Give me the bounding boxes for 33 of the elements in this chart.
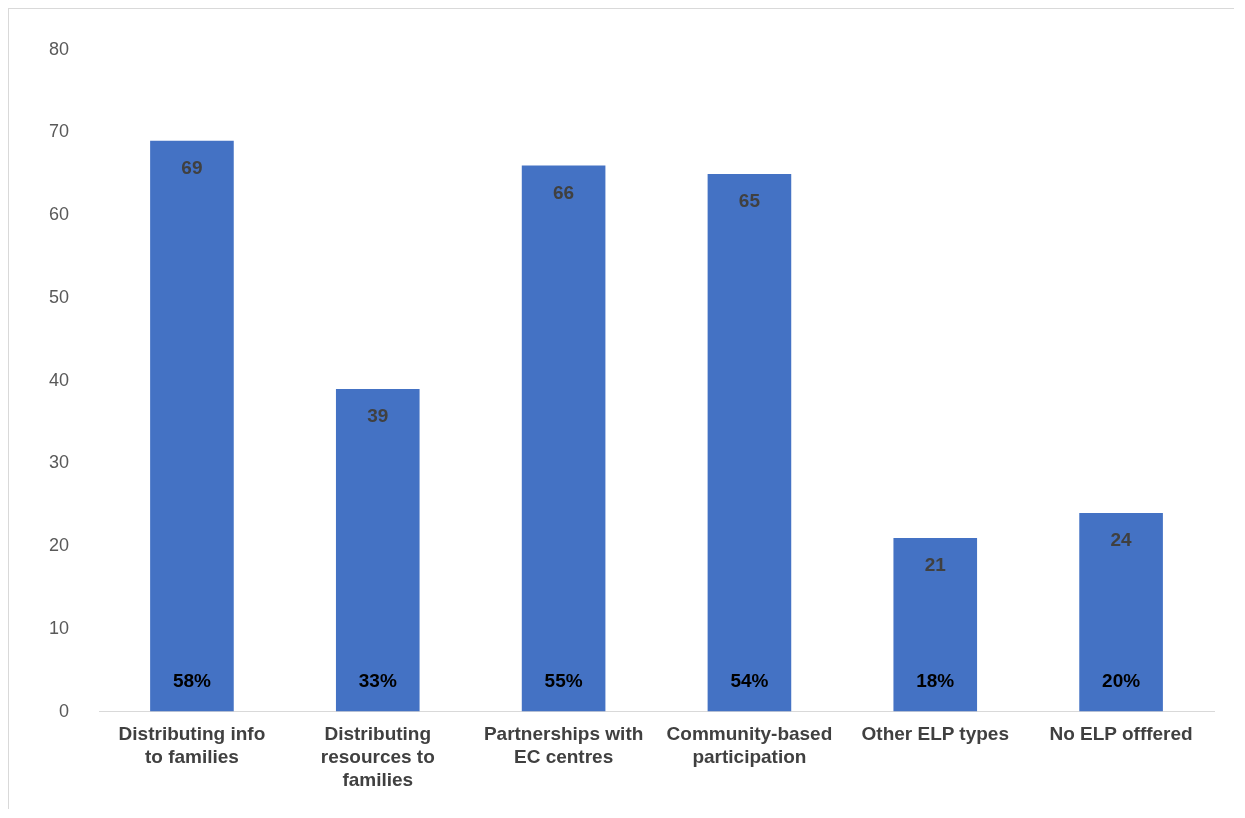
- annotation: 33%: [358, 669, 397, 691]
- bar: [707, 173, 792, 712]
- data-label: 39: [367, 405, 389, 427]
- x-tick-label: Other ELP types: [861, 723, 1009, 745]
- y-tick-label: 30: [48, 452, 70, 473]
- x-tick-label: No ELP offfered: [1049, 723, 1193, 745]
- y-tick-label: 80: [48, 38, 70, 59]
- bar: [150, 140, 234, 712]
- bar: [1079, 513, 1163, 712]
- y-tick-label: 10: [48, 617, 70, 638]
- annotation: 54%: [730, 669, 769, 691]
- x-tick-label: Distributing resources to families: [320, 723, 435, 790]
- x-tick-label: Partnerships with EC centres: [483, 723, 644, 768]
- annotation: 58%: [172, 669, 212, 691]
- x-tick-label: Community-based participation: [666, 723, 833, 768]
- annotation: 20%: [1102, 669, 1141, 691]
- data-label: 66: [553, 181, 575, 203]
- bar: [893, 537, 978, 712]
- data-label: 69: [181, 157, 203, 179]
- y-tick-label: 70: [48, 121, 70, 142]
- annotation: 55%: [544, 669, 583, 691]
- data-label: 24: [1110, 529, 1133, 551]
- bar: [521, 165, 606, 712]
- y-tick-label: 60: [48, 204, 70, 225]
- y-tick-label: 20: [48, 535, 70, 556]
- annotation: 18%: [916, 669, 955, 691]
- bar: [335, 388, 420, 712]
- y-tick-label: 0: [59, 700, 70, 721]
- y-tick-label: 40: [48, 369, 70, 390]
- y-tick-label: 50: [48, 286, 70, 307]
- x-tick-label: Distributing info to families: [118, 723, 266, 768]
- data-label: 21: [924, 554, 947, 576]
- data-label: 65: [738, 190, 761, 212]
